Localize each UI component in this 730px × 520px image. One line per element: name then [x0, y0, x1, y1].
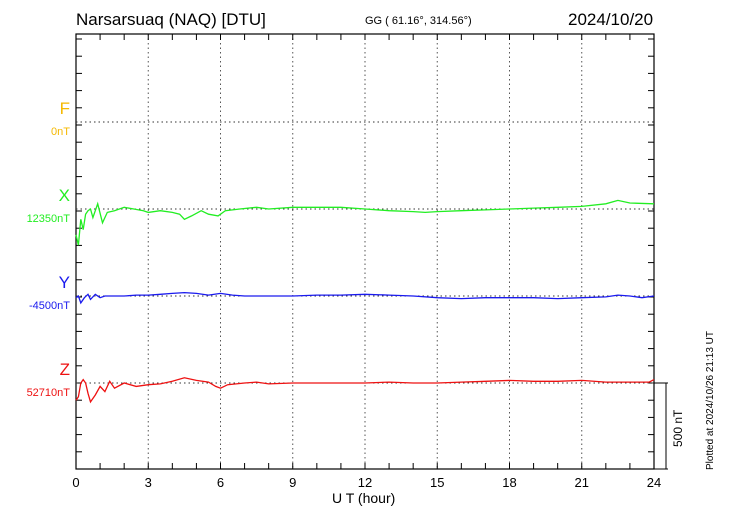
series-baseline-z: 52710nT — [26, 387, 70, 399]
x-tick-label: 24 — [647, 475, 661, 490]
x-tick-label: 9 — [289, 475, 296, 490]
x-tick-label: 3 — [145, 475, 152, 490]
x-tick-label: 0 — [72, 475, 79, 490]
coordinates: GG ( 61.16°, 314.56°) — [365, 15, 472, 27]
trace-x — [75, 199, 655, 246]
trace-y — [75, 291, 655, 305]
series-name-z: Z — [59, 360, 70, 379]
x-tick-label: 6 — [217, 475, 224, 490]
x-tick-label: 18 — [502, 475, 516, 490]
series-name-x: X — [58, 186, 70, 205]
plot-date: 2024/10/20 — [568, 10, 654, 29]
series-baseline-f: 0nT — [51, 126, 70, 138]
x-tick-label: 12 — [358, 475, 372, 490]
series-baseline-x: 12350nT — [26, 213, 70, 225]
trace-z — [75, 377, 655, 404]
x-tick-label: 15 — [430, 475, 444, 490]
series-name-y: Y — [58, 273, 70, 292]
series-name-f: F — [59, 99, 70, 118]
station-title: Narsarsuaq (NAQ) [DTU] — [76, 10, 266, 29]
x-axis-label: U T (hour) — [332, 490, 396, 506]
series-baseline-y: -4500nT — [29, 300, 70, 312]
x-tick-label: 21 — [575, 475, 589, 490]
